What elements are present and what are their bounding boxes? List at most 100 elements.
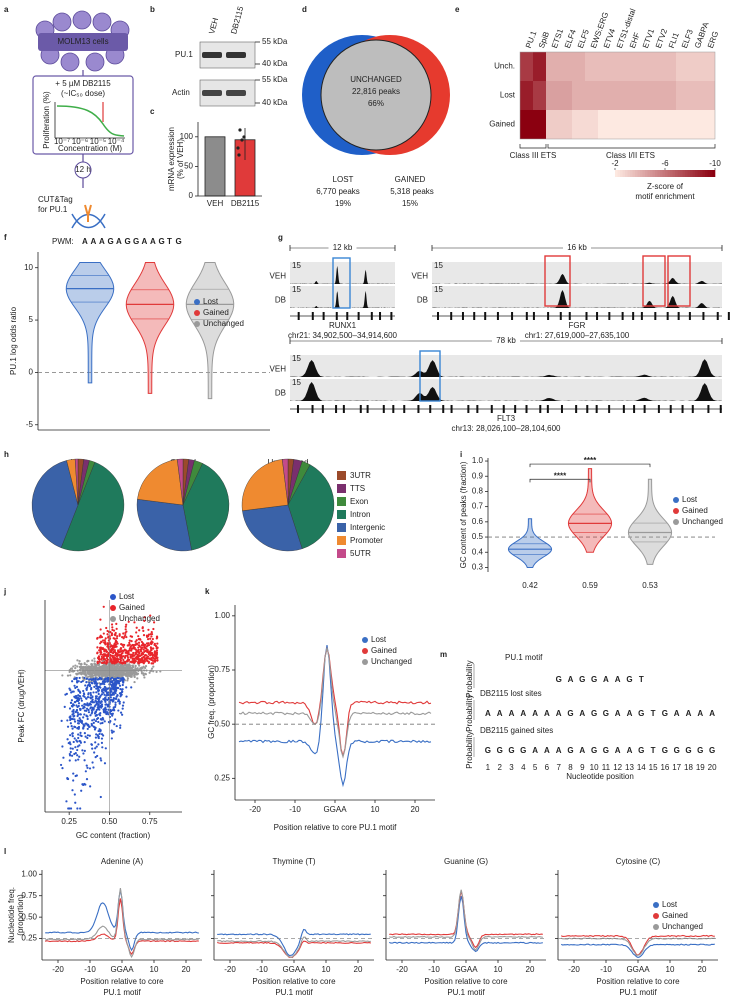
point (137, 635, 140, 638)
exon (716, 312, 719, 320)
logo-letter: G (685, 746, 691, 755)
bar (204, 136, 226, 197)
logo-letter: T (651, 709, 656, 718)
logo-letter: A (627, 746, 633, 755)
heat-cell (559, 52, 572, 81)
point (109, 712, 113, 715)
logo-letter: G (485, 746, 491, 755)
logo-letter: A (116, 237, 122, 246)
point (86, 723, 89, 726)
exon (484, 312, 487, 320)
point (153, 660, 157, 663)
point (98, 660, 101, 663)
point (103, 653, 106, 656)
point (77, 680, 80, 683)
value-label: 0.53 (642, 581, 658, 590)
point (125, 686, 128, 689)
point (143, 658, 146, 662)
highlight (642, 255, 666, 307)
label: Adenine (A) (101, 857, 144, 866)
point (133, 680, 136, 684)
label: DB2115 gained sites (480, 726, 553, 735)
point (107, 713, 110, 716)
exon (390, 312, 393, 320)
logo-letter: A (627, 709, 633, 718)
logo-letter: G (591, 709, 597, 718)
label: UNCHANGED (350, 75, 402, 84)
point (71, 732, 74, 735)
point (90, 686, 93, 690)
point (82, 716, 85, 719)
label: 40 kDa (262, 98, 288, 107)
exon (450, 405, 453, 413)
label: DB2115 lost sites (480, 689, 542, 698)
colorbar-cell (647, 170, 651, 177)
point (109, 674, 112, 677)
label: (~IC₅₀ dose) (61, 89, 105, 98)
label: Proliferation (%) (42, 91, 51, 149)
logo-letter: T (167, 237, 172, 246)
tick-label: 0.50 (102, 817, 118, 826)
track-max: 15 (292, 261, 301, 270)
exon (525, 312, 528, 320)
point (87, 671, 91, 675)
point (77, 689, 80, 692)
point (156, 646, 159, 649)
point (104, 747, 107, 750)
point (69, 715, 72, 718)
point (77, 704, 80, 708)
exon (707, 405, 710, 413)
colorbar-cell (645, 170, 648, 177)
logo-letter: A (485, 709, 491, 718)
logo-letter: G (603, 709, 609, 718)
tick-label: 5 (29, 315, 34, 324)
label: chr1: 27,619,000–27,635,100 (525, 331, 630, 340)
point (103, 657, 106, 661)
point (112, 679, 116, 682)
point (59, 763, 63, 767)
colorbar-cell (642, 170, 646, 177)
legend-label: Lost (682, 495, 698, 504)
point (123, 643, 126, 647)
legend-label: Lost (371, 635, 387, 644)
point (68, 759, 71, 762)
point (107, 676, 110, 679)
point (118, 634, 121, 637)
logo-letter: G (567, 709, 573, 718)
point (98, 732, 101, 735)
label: GC content (fraction) (76, 831, 151, 840)
point (110, 660, 113, 664)
point (94, 756, 97, 759)
legend-dot (110, 616, 116, 622)
point (101, 746, 104, 749)
point (83, 759, 86, 762)
axis-label: Probability (465, 731, 474, 768)
point (90, 678, 93, 682)
point (74, 746, 77, 749)
point (149, 637, 152, 640)
exon (514, 405, 517, 413)
track-label: VEH (270, 271, 287, 280)
exon (296, 405, 299, 413)
point (134, 664, 137, 668)
point (98, 672, 101, 675)
colorbar-cell (635, 170, 638, 177)
point (146, 638, 150, 641)
point (154, 644, 157, 647)
heat-cell (650, 52, 663, 81)
point (114, 665, 117, 668)
point (128, 647, 131, 650)
point (136, 672, 140, 675)
point (82, 694, 85, 698)
label: Position relative to core PU.1 motif (274, 823, 397, 832)
track-label: VEH (412, 271, 429, 280)
point (151, 637, 154, 641)
point (120, 690, 124, 694)
point (72, 712, 75, 715)
label: Position relative to core (424, 977, 508, 986)
tick-label: 0.3 (472, 563, 484, 572)
point (97, 674, 100, 677)
heat-cell (611, 110, 624, 139)
point (130, 672, 133, 675)
point (69, 718, 72, 722)
